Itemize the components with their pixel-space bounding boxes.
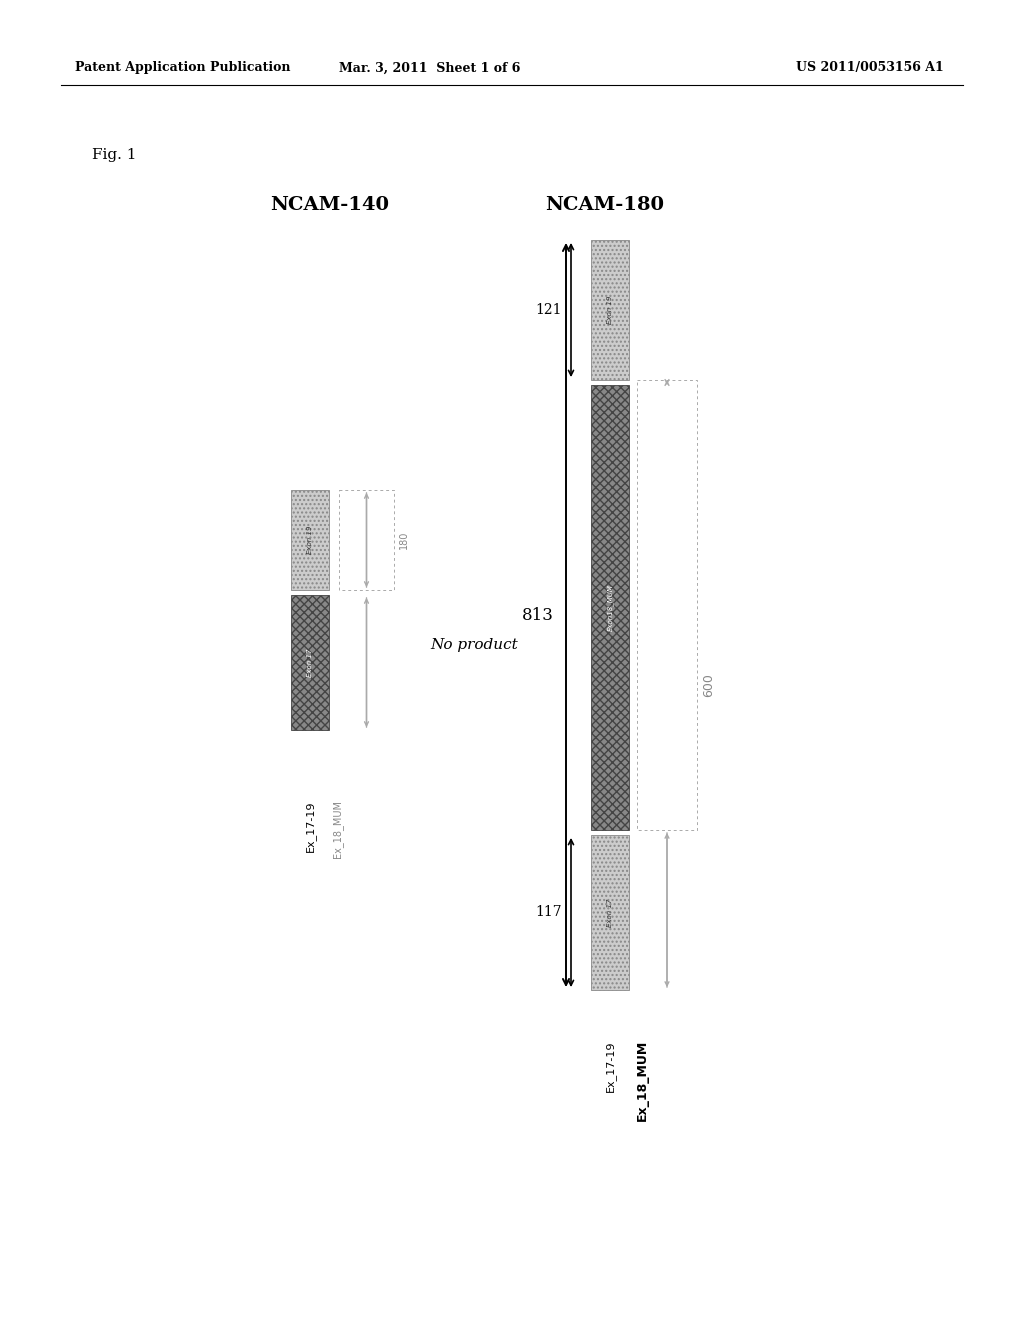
Text: Fig. 1: Fig. 1 [92, 148, 136, 162]
Text: No product: No product [430, 638, 518, 652]
Text: NCAM-180: NCAM-180 [546, 195, 665, 214]
Text: 600: 600 [702, 673, 715, 697]
Text: Patent Application Publication: Patent Application Publication [75, 62, 291, 74]
Text: 121: 121 [536, 304, 562, 317]
Bar [339, 490, 394, 590]
Text: Ex_18_MUM: Ex_18_MUM [636, 1040, 648, 1121]
Text: Exon 17: Exon 17 [307, 648, 313, 677]
Text: Exon18_MUM: Exon18_MUM [606, 583, 613, 631]
Bar [591, 836, 629, 990]
Text: Exon 17: Exon 17 [607, 898, 613, 927]
Text: 180: 180 [399, 531, 409, 549]
Text: NCAM-140: NCAM-140 [270, 195, 389, 214]
Text: Ex_18_MUM: Ex_18_MUM [333, 800, 343, 858]
Bar [291, 595, 329, 730]
Bar [591, 385, 629, 830]
Text: Exon 19: Exon 19 [307, 525, 313, 554]
Text: US 2011/0053156 A1: US 2011/0053156 A1 [796, 62, 944, 74]
Text: Mar. 3, 2011  Sheet 1 of 6: Mar. 3, 2011 Sheet 1 of 6 [339, 62, 520, 74]
Bar [637, 380, 697, 830]
Text: Exon 19: Exon 19 [607, 296, 613, 325]
Text: 813: 813 [522, 606, 554, 623]
Text: Ex_17-19: Ex_17-19 [304, 800, 315, 851]
Text: Ex_17-19: Ex_17-19 [604, 1040, 615, 1092]
Text: 117: 117 [536, 906, 562, 920]
Bar [591, 240, 629, 380]
Bar [291, 490, 329, 590]
